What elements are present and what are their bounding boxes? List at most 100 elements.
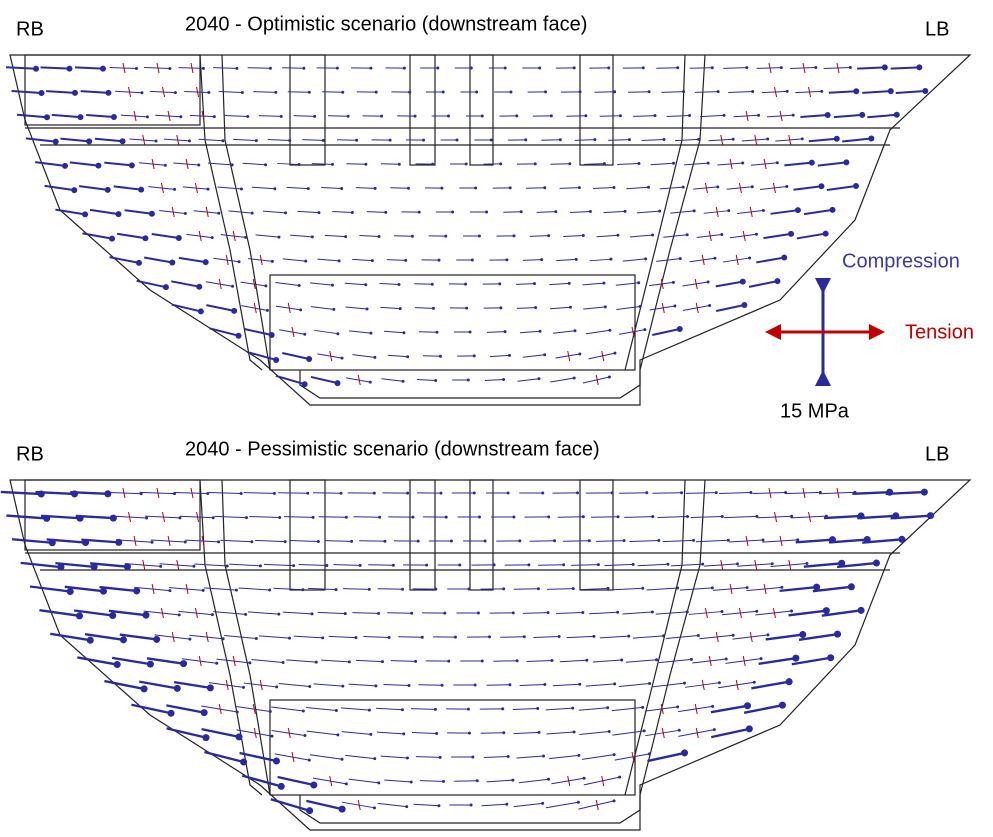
vector-head: [593, 138, 596, 141]
vector-head: [882, 64, 888, 70]
vector-head: [465, 307, 468, 310]
vector-head: [748, 256, 751, 259]
vector-head: [298, 163, 301, 166]
stress-vector: [684, 163, 708, 165]
stress-vector: [228, 211, 252, 213]
stress-vector: [271, 799, 310, 810]
vector-head: [307, 187, 310, 190]
vector-head: [33, 66, 39, 72]
vector-head: [648, 752, 651, 755]
vector-head: [682, 90, 685, 93]
stress-vector: [553, 684, 580, 686]
vector-head: [708, 304, 711, 307]
stress-vector: [173, 163, 198, 165]
vector-head: [478, 234, 481, 237]
vector-head: [82, 211, 88, 217]
vector-head: [550, 659, 553, 662]
vector-head: [607, 587, 610, 590]
vector-head: [792, 114, 795, 117]
stress-vector: [259, 636, 290, 638]
vector-head: [578, 683, 581, 686]
stress-vector: [691, 516, 722, 517]
stress-vector: [556, 354, 580, 358]
stress-vector: [1, 492, 41, 494]
stress-vector: [546, 708, 573, 710]
vector-head: [680, 491, 683, 494]
vector-head: [613, 682, 616, 685]
vector-head: [383, 540, 386, 543]
vector-head: [584, 114, 587, 117]
vector-head: [317, 211, 320, 214]
legend-scale: 15 MPa: [780, 400, 850, 422]
stress-vector: [307, 731, 338, 735]
right-bank-label: LB: [925, 18, 949, 40]
vector-head: [437, 259, 440, 262]
stress-vector: [282, 353, 309, 359]
vector-head: [344, 612, 347, 615]
vector-head: [304, 260, 307, 263]
vector-head: [378, 516, 381, 519]
vector-head: [499, 162, 502, 165]
vector-head: [464, 283, 467, 286]
vector-head: [713, 257, 716, 260]
stress-vector: [271, 707, 303, 711]
vector-head: [378, 235, 381, 238]
vector-head: [444, 235, 447, 238]
vector-head: [511, 779, 514, 782]
stress-vector: [376, 708, 402, 709]
vector-head: [282, 661, 285, 664]
stress-vector: [114, 186, 141, 189]
stress-vector: [699, 635, 733, 639]
vector-head: [407, 187, 410, 190]
stress-vector: [697, 235, 722, 238]
stress-vector: [414, 284, 432, 285]
stress-vector: [130, 139, 157, 141]
vector-head: [447, 660, 450, 663]
stress-vector: [786, 492, 821, 493]
vector-head: [504, 330, 507, 333]
vector-head: [523, 635, 526, 638]
vector-head: [589, 210, 592, 213]
vector-head: [436, 67, 439, 70]
vector-head: [402, 331, 405, 334]
vector-head: [439, 355, 442, 358]
stress-vector: [70, 162, 99, 165]
stress-vector: [582, 755, 614, 760]
pier: [290, 55, 325, 165]
vector-head: [762, 539, 765, 542]
stress-vector: [319, 517, 347, 518]
stress-vector: [553, 331, 575, 333]
vector-head: [244, 236, 247, 239]
vector-head: [672, 162, 675, 165]
pier: [410, 55, 435, 165]
vector-head: [115, 211, 121, 217]
compression-head: [815, 278, 831, 294]
vector-head: [718, 681, 721, 684]
vector-head: [921, 489, 928, 496]
vector-head: [651, 234, 654, 237]
vector-head: [246, 115, 249, 118]
vector-head: [888, 88, 894, 94]
stress-vector: [415, 308, 433, 309]
stress-vector: [746, 587, 782, 590]
vector-head: [753, 681, 756, 684]
stress-vector: [757, 68, 782, 69]
stress-vector: [178, 611, 212, 614]
vector-head: [502, 731, 505, 734]
vector-head: [470, 804, 473, 807]
vector-head: [644, 257, 647, 260]
vector-head: [736, 562, 739, 565]
stress-vector: [60, 139, 89, 142]
stress-vector: [229, 564, 260, 566]
vector-head: [308, 759, 311, 762]
stress-vector: [809, 139, 837, 142]
stress-vector: [252, 187, 275, 189]
stress-vector: [523, 355, 545, 358]
vector-head: [273, 492, 276, 495]
vector-head: [397, 283, 400, 286]
vector-head: [373, 492, 376, 495]
vector-head: [404, 259, 407, 262]
stress-vector: [690, 68, 713, 69]
vector-head: [537, 731, 540, 734]
stress-vector: [652, 493, 681, 494]
